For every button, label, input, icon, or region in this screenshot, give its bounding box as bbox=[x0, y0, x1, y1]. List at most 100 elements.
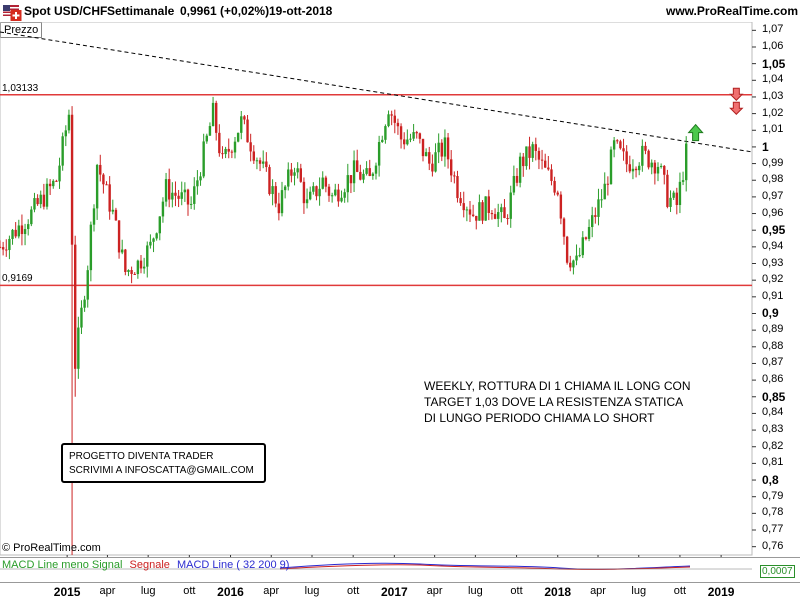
x-tick-label: ott bbox=[510, 585, 523, 597]
y-tick-label: 0,76 bbox=[762, 539, 784, 552]
x-tick-label: apr bbox=[426, 585, 443, 597]
x-tick-label: 2015 bbox=[53, 585, 81, 599]
candle-body bbox=[412, 132, 415, 139]
candle-body bbox=[189, 203, 193, 205]
candle-body bbox=[666, 174, 669, 207]
y-tick-label: 0,88 bbox=[762, 339, 784, 352]
candle-body bbox=[446, 137, 450, 160]
candle-body bbox=[663, 165, 666, 175]
candle-body bbox=[459, 198, 462, 204]
candle-body bbox=[368, 168, 371, 176]
candle-body bbox=[205, 135, 208, 142]
candle-body bbox=[547, 167, 550, 170]
x-tick-label: lug bbox=[468, 585, 483, 597]
candle-body bbox=[139, 260, 143, 269]
candle-body bbox=[609, 149, 613, 185]
candle-body bbox=[299, 168, 302, 182]
candle-body bbox=[418, 133, 422, 139]
macd-panel[interactable] bbox=[0, 557, 800, 583]
candle-body bbox=[334, 189, 337, 196]
last-quote: 0,9961 (+0,02%) bbox=[180, 4, 270, 18]
y-tick-label: 1 bbox=[762, 139, 769, 154]
candle-body bbox=[362, 173, 365, 180]
candle-body bbox=[387, 114, 390, 127]
candle-body bbox=[271, 186, 274, 195]
symbol-label: Spot USD/CHF bbox=[24, 4, 108, 18]
candle-body bbox=[146, 245, 149, 267]
timeframe-label[interactable]: Settimanale bbox=[107, 4, 175, 18]
y-tick-label: 0,95 bbox=[762, 223, 786, 238]
candle-body bbox=[493, 214, 497, 219]
legend-macd-minus-signal: MACD Line meno Signal bbox=[2, 559, 123, 571]
down-arrow-icon bbox=[729, 87, 744, 101]
y-tick-label: 0,85 bbox=[762, 389, 786, 404]
x-tick-label: apr bbox=[263, 585, 280, 597]
candle-body bbox=[421, 138, 425, 157]
footer-brand: © ProRealTime.com bbox=[2, 542, 101, 554]
candle-body bbox=[67, 114, 71, 131]
y-tick-label: 0,97 bbox=[762, 189, 784, 202]
candle-body bbox=[475, 215, 478, 221]
legend-macd: MACD Line ( 32 200 9) bbox=[176, 559, 290, 571]
candle-body bbox=[293, 172, 296, 176]
y-tick-label: 1,05 bbox=[762, 56, 786, 71]
x-tick-label: 2017 bbox=[380, 585, 408, 599]
y-tick-label: 1,01 bbox=[762, 123, 784, 136]
candle-body bbox=[522, 156, 525, 167]
y-tick-label: 1,02 bbox=[762, 106, 784, 119]
candle-body bbox=[584, 237, 588, 239]
candle-body bbox=[324, 177, 328, 187]
candle-body bbox=[396, 122, 400, 127]
candle-body bbox=[406, 139, 409, 145]
candle-body bbox=[606, 183, 610, 185]
x-tick-label: 2018 bbox=[544, 585, 572, 599]
candle-body bbox=[5, 249, 8, 251]
candle-body bbox=[215, 102, 218, 133]
candle-body bbox=[681, 180, 685, 182]
analysis-note-line: TARGET 1,03 DOVE LA RESISTENZA STATICA bbox=[424, 395, 684, 409]
down-arrow-icon bbox=[729, 101, 744, 115]
trendline bbox=[0, 31, 753, 153]
y-tick-label: 0,93 bbox=[762, 256, 784, 269]
candle-body bbox=[537, 150, 541, 160]
candle-body bbox=[274, 186, 277, 204]
candle-body bbox=[124, 249, 127, 272]
candle-body bbox=[45, 183, 49, 207]
candle-body bbox=[603, 183, 606, 200]
candle-body bbox=[471, 214, 475, 216]
candle-body bbox=[503, 207, 506, 219]
candle-body bbox=[597, 199, 600, 217]
candle-body bbox=[497, 212, 500, 219]
analysis-note-line: WEEKLY, ROTTURA DI 1 CHIAMA IL LONG CON bbox=[424, 379, 691, 393]
candle-body bbox=[518, 156, 522, 183]
candle-body bbox=[572, 260, 575, 268]
candle-body bbox=[431, 163, 434, 172]
candle-body bbox=[89, 224, 93, 271]
candle-body bbox=[39, 194, 42, 205]
candle-body bbox=[359, 171, 362, 180]
candle-body bbox=[262, 161, 265, 164]
y-tick-label: 0,79 bbox=[762, 489, 784, 502]
y-tick-label: 0,96 bbox=[762, 206, 784, 219]
x-tick-label: ott bbox=[347, 585, 360, 597]
y-tick-label: 0,8 bbox=[762, 473, 779, 488]
candle-body bbox=[95, 164, 99, 209]
brand-url[interactable]: www.ProRealTime.com bbox=[666, 4, 799, 18]
candle-body bbox=[678, 181, 682, 205]
candle-body bbox=[578, 255, 581, 257]
candle-body bbox=[280, 190, 284, 214]
candle-body bbox=[312, 186, 315, 192]
candle-body bbox=[0, 246, 2, 248]
candle-body bbox=[309, 191, 312, 200]
candle-body bbox=[30, 209, 33, 225]
promo-line: PROGETTO DIVENTA TRADER bbox=[69, 451, 214, 462]
chart-header: Spot USD/CHF Settimanale 0,9961 (+0,02%)… bbox=[0, 0, 800, 22]
candle-body bbox=[80, 307, 83, 328]
candle-body bbox=[528, 146, 531, 158]
candle-body bbox=[672, 192, 675, 198]
price-chart[interactable] bbox=[0, 22, 800, 582]
candle-body bbox=[52, 180, 55, 187]
candle-body bbox=[149, 241, 152, 246]
candle-body bbox=[453, 175, 456, 177]
candle-body bbox=[199, 176, 202, 181]
